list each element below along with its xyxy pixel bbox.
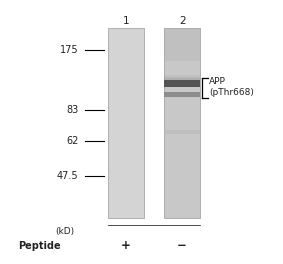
Text: 175: 175 xyxy=(60,45,78,55)
Text: 62: 62 xyxy=(66,136,78,146)
Bar xyxy=(164,78,200,80)
Text: (kD): (kD) xyxy=(55,227,74,236)
Text: 47.5: 47.5 xyxy=(57,171,78,181)
Text: +: + xyxy=(121,239,131,252)
Text: Peptide: Peptide xyxy=(18,241,61,251)
Bar xyxy=(164,75,200,77)
Bar xyxy=(164,27,200,62)
Bar xyxy=(164,27,200,218)
Bar xyxy=(108,27,144,218)
Text: 83: 83 xyxy=(66,105,78,115)
Text: −: − xyxy=(177,239,187,252)
Bar xyxy=(164,130,200,134)
Bar xyxy=(164,77,200,78)
Bar xyxy=(164,92,200,97)
Text: 1: 1 xyxy=(123,16,129,26)
Bar xyxy=(164,80,200,87)
Text: 2: 2 xyxy=(179,16,185,26)
Text: APP
(pThr668): APP (pThr668) xyxy=(209,77,254,97)
